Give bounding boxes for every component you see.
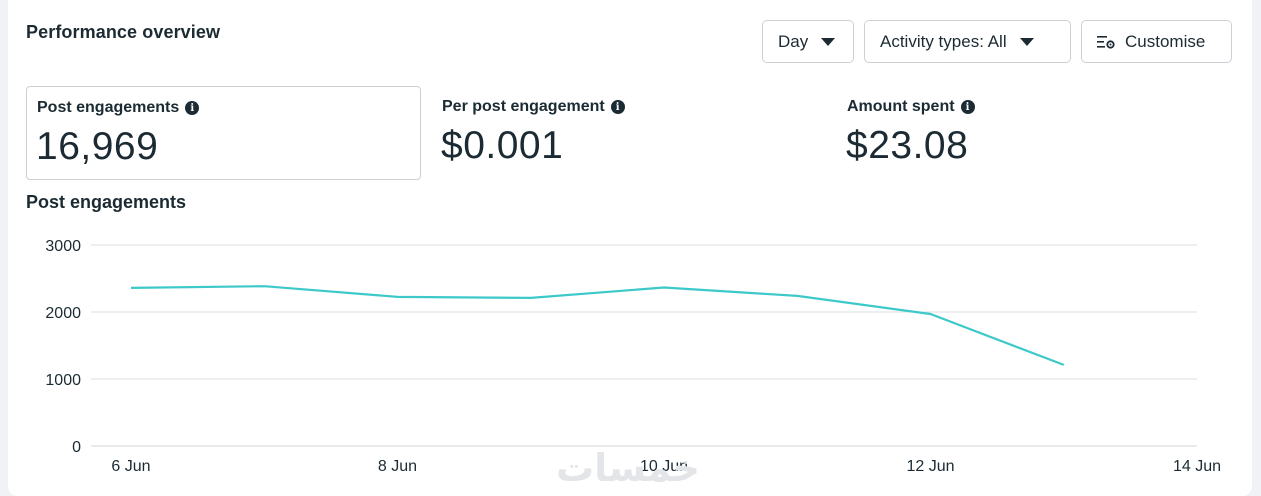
x-tick-label: 8 Jun: [378, 458, 417, 475]
info-icon[interactable]: i: [960, 100, 975, 114]
metric-post-engagements[interactable]: Post engagements i 16,969: [26, 86, 421, 180]
info-icon[interactable]: i: [185, 101, 200, 115]
y-tick-label: 3000: [45, 238, 81, 255]
x-tick-label: 10 Jun: [640, 458, 688, 475]
metric-label-wrap: Amount spent i: [847, 98, 975, 116]
data-point[interactable]: [791, 290, 803, 302]
metric-value: $0.001: [441, 124, 564, 167]
toolbar: Day Activity types: All Customise: [762, 20, 1232, 63]
metric-value: 16,969: [36, 125, 159, 168]
data-point[interactable]: [925, 308, 937, 320]
metric-label: Post engagements: [37, 99, 180, 116]
metric-label-wrap: Post engagements i: [37, 99, 200, 117]
y-tick-label: 1000: [45, 372, 81, 389]
data-point[interactable]: [1058, 359, 1070, 371]
metric-per-post-engagement[interactable]: Per post engagement i $0.001: [432, 86, 827, 180]
day-dropdown[interactable]: Day: [762, 20, 854, 63]
data-point[interactable]: [125, 282, 137, 294]
customise-label: Customise: [1125, 31, 1206, 51]
customise-button[interactable]: Customise: [1081, 20, 1232, 63]
chart-title: Post engagements: [26, 192, 187, 212]
caret-down-icon: [1019, 37, 1034, 46]
x-tick-label: 12 Jun: [906, 458, 954, 475]
data-point[interactable]: [658, 282, 670, 294]
activity-types-dropdown[interactable]: Activity types: All: [864, 20, 1071, 63]
metric-label: Amount spent: [847, 98, 955, 115]
page-title: Performance overview: [26, 22, 221, 42]
info-icon[interactable]: i: [610, 100, 625, 114]
y-tick-label: 2000: [45, 305, 81, 322]
metric-amount-spent[interactable]: Amount spent i $23.08: [837, 86, 1232, 180]
x-tick-label: 6 Jun: [111, 458, 150, 475]
metric-label-wrap: Per post engagement i: [442, 98, 625, 116]
caret-down-icon: [821, 37, 836, 46]
activity-types-label: Activity types: All: [880, 31, 1007, 51]
data-point[interactable]: [525, 292, 537, 304]
metric-value: $23.08: [846, 124, 969, 167]
customise-icon: [1097, 35, 1115, 49]
data-point[interactable]: [258, 280, 270, 292]
day-dropdown-label: Day: [778, 31, 809, 51]
y-tick-label: 0: [72, 439, 81, 456]
series-line[interactable]: [130, 285, 1065, 366]
x-tick-label: 14 Jun: [1173, 458, 1221, 475]
performance-panel: [8, 0, 1252, 496]
data-point[interactable]: [392, 291, 404, 303]
metric-label: Per post engagement: [442, 98, 605, 115]
